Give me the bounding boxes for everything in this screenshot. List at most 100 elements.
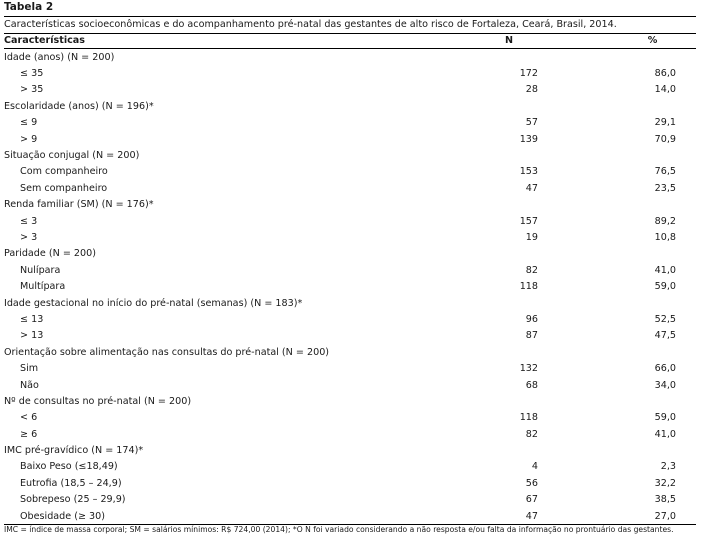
row-label: < 6 (20, 412, 38, 424)
row-label: Paridade (N = 200) (4, 248, 96, 260)
row-n-value (424, 442, 554, 458)
group-row: Escolaridade (anos) (N = 196)* (4, 98, 696, 114)
row-percent-value: 89,2 (654, 215, 676, 227)
row-label: Sem companheiro (20, 182, 108, 194)
row-label: Sim (20, 363, 39, 375)
table-row: Sem companheiro 47 23,5 (4, 180, 696, 196)
table-row: ≤ 13 96 52,5 (4, 311, 696, 327)
group-row: Nº de consultas no pré-natal (N = 200) (4, 393, 696, 409)
data-table: Características N % Idade (anos) (N = 20… (4, 33, 696, 526)
row-label: IMC pré-gravídico (N = 174)* (4, 445, 144, 457)
table-row: Sim 132 66,0 (4, 360, 696, 376)
row-label: Sobrepeso (25 – 29,9) (20, 494, 126, 506)
table-row: Sobrepeso (25 – 29,9) 67 38,5 (4, 492, 696, 508)
row-n-value: 82 (525, 428, 538, 440)
row-n-value: 153 (519, 166, 538, 178)
row-label: Orientação sobre alimentação nas consult… (4, 346, 330, 358)
row-n-value: 28 (525, 84, 538, 96)
table-row: ≥ 6 82 41,0 (4, 426, 696, 442)
group-row: Renda familiar (SM) (N = 176)* (4, 197, 696, 213)
row-percent-value (554, 147, 696, 163)
row-percent-value: 34,0 (654, 379, 676, 391)
row-percent-value: 29,1 (654, 117, 676, 129)
row-percent-value: 47,5 (654, 330, 676, 342)
row-percent-value (554, 98, 696, 114)
row-label: ≤ 13 (20, 313, 44, 325)
row-percent-value: 41,0 (654, 428, 676, 440)
table-row: Multípara 118 59,0 (4, 278, 696, 294)
row-label: ≤ 3 (20, 215, 38, 227)
group-row: Paridade (N = 200) (4, 246, 696, 262)
row-n-value: 47 (525, 182, 538, 194)
row-label: ≥ 6 (20, 428, 38, 440)
row-n-value: 68 (525, 379, 538, 391)
row-label: Nº de consultas no pré-natal (N = 200) (4, 395, 192, 407)
row-percent-value: 38,5 (654, 494, 676, 506)
row-label: > 35 (20, 84, 44, 96)
row-n-value (424, 344, 554, 360)
row-percent-value: 86,0 (654, 68, 676, 80)
row-percent-value: 52,5 (654, 313, 676, 325)
header-row: Características N % (4, 33, 696, 49)
row-label: Baixo Peso (≤18,49) (20, 461, 118, 473)
table-row: ≤ 3 157 89,2 (4, 213, 696, 229)
row-label: Obesidade (≥ 30) (4, 507, 424, 526)
row-label: Multípara (20, 281, 66, 293)
row-n-value (424, 246, 554, 262)
table-row: < 6 118 59,0 (4, 410, 696, 426)
row-percent-value: 14,0 (654, 84, 676, 96)
table-row: Não 68 34,0 (4, 377, 696, 393)
row-n-value: 57 (525, 117, 538, 129)
row-label: > 13 (20, 330, 44, 342)
row-n-value (424, 147, 554, 163)
row-percent-value: 41,0 (654, 264, 676, 276)
row-label: Idade gestacional no início do pré-natal… (4, 297, 303, 309)
row-percent-value: 76,5 (654, 166, 676, 178)
row-n-value: 132 (519, 363, 538, 375)
header-caracteristicas: Características (4, 33, 424, 49)
row-n-value: 47 (424, 507, 554, 526)
table-row: > 3 19 10,8 (4, 229, 696, 245)
table-footnote: IMC = índice de massa corporal; SM = sal… (4, 525, 674, 534)
table-row: ≤ 9 57 29,1 (4, 115, 696, 131)
row-n-value: 67 (525, 494, 538, 506)
row-label: > 3 (20, 231, 38, 243)
table-row: Obesidade (≥ 30) 47 27,0 (4, 507, 696, 526)
row-n-value: 139 (519, 133, 538, 145)
row-n-value (424, 197, 554, 213)
row-percent-value: 32,2 (654, 477, 676, 489)
group-row: IMC pré-gravídico (N = 174)* (4, 442, 696, 458)
row-n-value: 96 (525, 313, 538, 325)
table-body: Idade (anos) (N = 200) ≤ 35 172 86,0 > 35 28 1… (4, 49, 696, 526)
group-row: Orientação sobre alimentação nas consult… (4, 344, 696, 360)
table-row: Eutrofia (18,5 – 24,9) 56 32,2 (4, 475, 696, 491)
row-n-value: 118 (519, 281, 538, 293)
row-n-value: 56 (525, 477, 538, 489)
group-row: Idade (anos) (N = 200) (4, 49, 696, 66)
row-n-value: 87 (525, 330, 538, 342)
group-row: Idade gestacional no início do pré-natal… (4, 295, 696, 311)
row-percent-value (554, 49, 696, 66)
row-n-value: 19 (525, 231, 538, 243)
row-label: Situação conjugal (N = 200) (4, 150, 140, 162)
table-row: Com companheiro 153 76,5 (4, 164, 696, 180)
group-row: Situação conjugal (N = 200) (4, 147, 696, 163)
row-percent-value (554, 442, 696, 458)
table-row: Nulípara 82 41,0 (4, 262, 696, 278)
row-label: Eutrofia (18,5 – 24,9) (20, 477, 122, 489)
row-n-value (424, 393, 554, 409)
row-percent-value: 70,9 (654, 133, 676, 145)
table-title: Tabela 2 (4, 1, 54, 13)
row-n-value (424, 49, 554, 66)
row-n-value: 118 (519, 412, 538, 424)
row-percent-value (554, 246, 696, 262)
table-row: Baixo Peso (≤18,49) 4 2,3 (4, 459, 696, 475)
table-row: > 9 139 70,9 (4, 131, 696, 147)
row-n-value: 172 (519, 68, 538, 80)
row-percent-value: 2,3 (660, 461, 676, 473)
header-n: N (424, 33, 554, 49)
row-label: ≤ 35 (20, 68, 44, 80)
table-row: > 13 87 47,5 (4, 328, 696, 344)
table-header: Características N % (4, 33, 696, 49)
table-row: ≤ 35 172 86,0 (4, 65, 696, 81)
